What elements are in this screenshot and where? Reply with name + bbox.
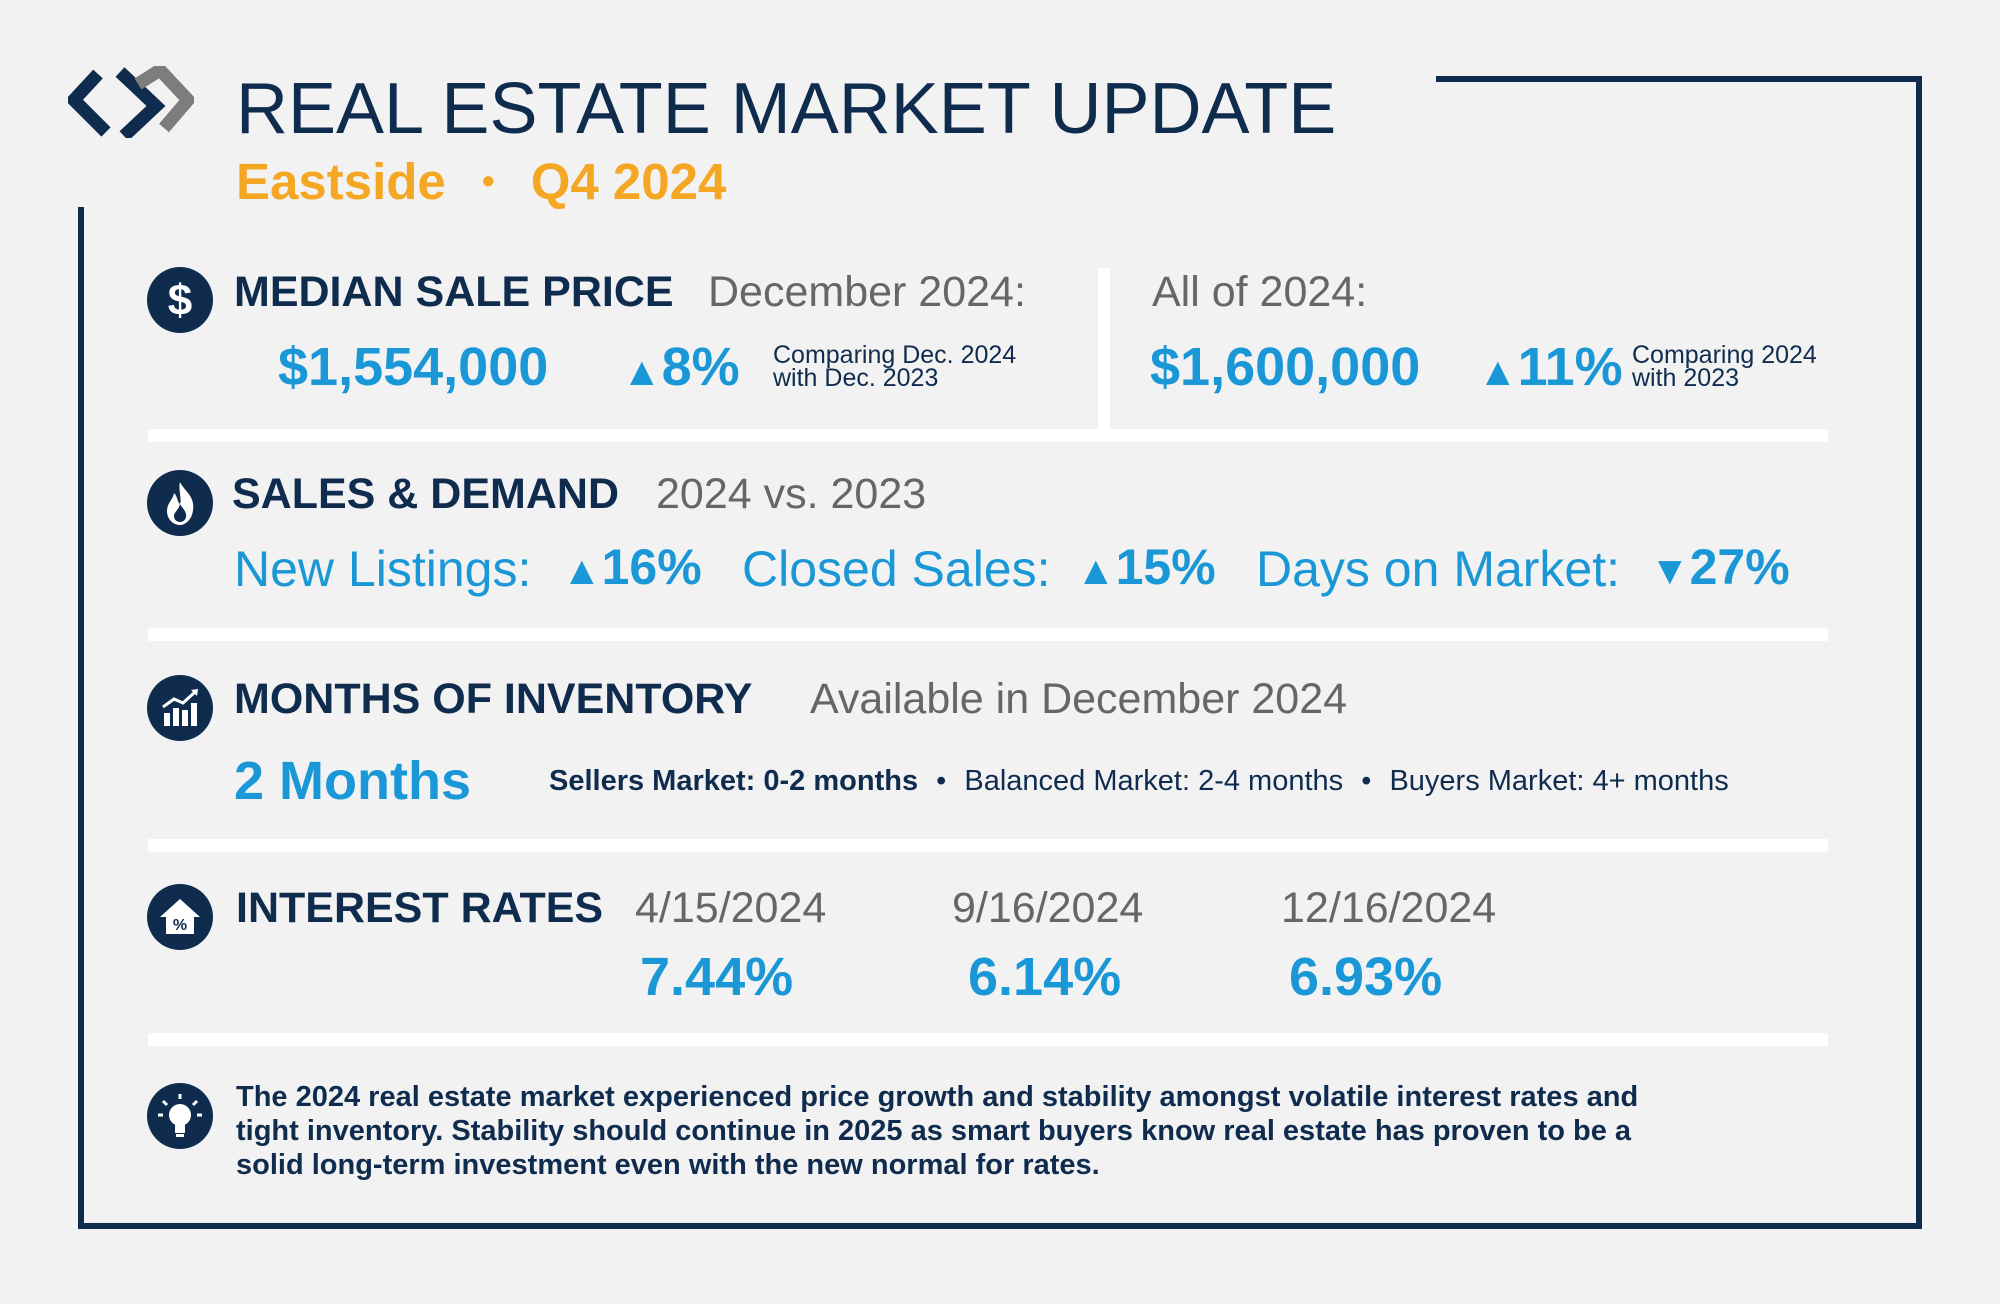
december-change: ▲8%: [622, 336, 740, 398]
closed-sales-label: Closed Sales:: [742, 541, 1051, 597]
year-change: ▲11%: [1478, 336, 1623, 398]
buyers-market-text: Buyers Market: 4+ months: [1389, 765, 1729, 797]
december-comparison-note: Comparing Dec. 2024 with Dec. 2023: [773, 341, 1017, 392]
rate-date: 12/16/2024: [1281, 884, 1497, 932]
days-on-market-value: 27%: [1689, 539, 1790, 595]
new-listings-change: ▲16%: [562, 538, 702, 596]
year-median-price: $1,600,000: [1150, 337, 1421, 397]
closed-sales-value: 15%: [1115, 539, 1216, 595]
rate-value: 6.14%: [968, 947, 1122, 1007]
quarter-label: Q4 2024: [530, 153, 727, 210]
lightbulb-icon: [147, 1083, 213, 1149]
section-divider: [148, 839, 1828, 852]
market-definitions: Sellers Market: 0-2 months • Balanced Ma…: [549, 765, 1729, 798]
closed-sales-change: ▲15%: [1076, 538, 1216, 596]
svg-text:$: $: [168, 276, 192, 325]
year-change-value: 11%: [1517, 337, 1623, 397]
summary-line: The 2024 real estate market experienced …: [236, 1081, 1639, 1113]
december-change-value: 8%: [661, 337, 740, 397]
frame-top-border: [1436, 76, 1922, 82]
sales-demand-subheading: 2024 vs. 2023: [656, 470, 927, 518]
december-note-line1: Comparing Dec. 2024: [773, 341, 1017, 369]
inventory-value: 2 Months: [234, 751, 471, 811]
inventory-subheading: Available in December 2024: [810, 675, 1348, 723]
balanced-market-text: Balanced Market: 2-4 months: [964, 765, 1344, 797]
year-note-line2: with 2023: [1632, 364, 1740, 392]
new-listings-label: New Listings:: [234, 541, 532, 597]
inventory-heading: MONTHS OF INVENTORY: [234, 675, 753, 723]
frame-bottom-border: [78, 1223, 1922, 1229]
summary-paragraph: The 2024 real estate market experienced …: [236, 1080, 1638, 1182]
rate-value: 7.44%: [640, 947, 794, 1007]
dollar-icon: $: [147, 267, 213, 333]
sellers-market-text: Sellers Market: 0-2 months: [549, 765, 919, 797]
days-on-market-label: Days on Market:: [1256, 541, 1621, 597]
frame-left-border: [78, 207, 84, 1229]
house-percent-icon: %: [147, 884, 213, 950]
page-title: REAL ESTATE MARKET UPDATE: [236, 69, 1337, 149]
up-arrow-icon: ▲: [562, 549, 602, 593]
year-note-line1: Comparing 2024: [1632, 341, 1817, 369]
bullet-separator: •: [936, 765, 947, 797]
sales-demand-heading: SALES & DEMAND: [232, 470, 620, 518]
up-arrow-icon: ▲: [1478, 350, 1518, 394]
summary-line: tight inventory. Stability should contin…: [236, 1115, 1632, 1147]
bullet-separator: •: [1361, 765, 1372, 797]
flame-icon: [147, 470, 213, 536]
december-note-line2: with Dec. 2023: [773, 364, 939, 392]
interest-rates-heading: INTEREST RATES: [236, 884, 604, 932]
new-listings-value: 16%: [601, 539, 702, 595]
section-divider: [148, 1033, 1828, 1046]
up-arrow-icon: ▲: [622, 350, 662, 394]
svg-text:%: %: [173, 917, 187, 934]
down-arrow-icon: ▼: [1650, 549, 1690, 593]
bar-chart-icon: [147, 675, 213, 741]
days-on-market-change: ▼27%: [1650, 538, 1790, 596]
frame-right-border: [1916, 76, 1922, 1229]
december-label: December 2024:: [708, 268, 1026, 316]
summary-line: solid long-term investment even with the…: [236, 1149, 1100, 1181]
rate-date: 9/16/2024: [952, 884, 1144, 932]
rate-value: 6.93%: [1289, 947, 1443, 1007]
year-comparison-note: Comparing 2024 with 2023: [1632, 341, 1817, 392]
rate-date: 4/15/2024: [635, 884, 827, 932]
up-arrow-icon: ▲: [1076, 549, 1116, 593]
subtitle-separator: •: [481, 160, 495, 201]
region-label: Eastside: [236, 153, 446, 210]
logo-icon: [64, 61, 197, 141]
page-subtitle: Eastside • Q4 2024: [236, 152, 726, 211]
section-divider: [148, 628, 1828, 641]
section-divider: [148, 429, 1828, 442]
median-sale-price-heading: MEDIAN SALE PRICE: [234, 268, 674, 316]
year-label: All of 2024:: [1152, 268, 1368, 316]
price-column-divider: [1098, 268, 1110, 430]
december-median-price: $1,554,000: [278, 337, 549, 397]
